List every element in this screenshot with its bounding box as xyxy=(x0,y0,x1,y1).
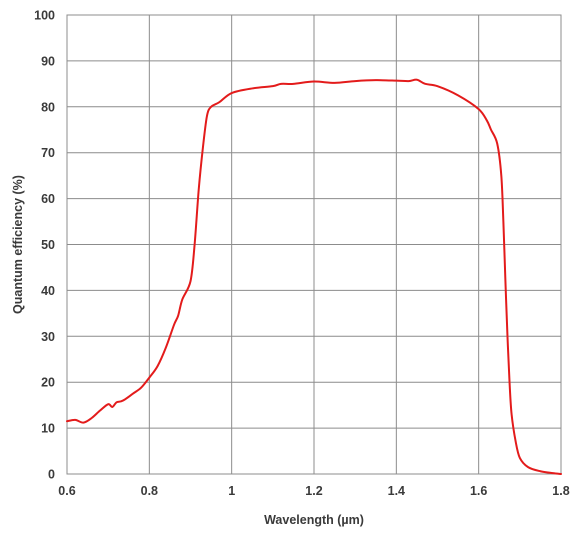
y-tick-label: 20 xyxy=(41,376,55,390)
x-tick-label: 1 xyxy=(228,484,235,498)
grid-layer xyxy=(66,14,562,475)
y-tick-labels: 0 10 20 30 40 50 60 70 80 90 100 xyxy=(34,9,55,482)
x-tick-label: 1.8 xyxy=(552,484,569,498)
plot-frame xyxy=(66,14,562,475)
y-tick-label: 90 xyxy=(41,54,55,68)
y-axis-title: Quantum efficiency (%) xyxy=(11,175,25,314)
x-axis-title: Wavelength (µm) xyxy=(264,513,364,527)
y-tick-label: 30 xyxy=(41,330,55,344)
x-tick-label: 1.2 xyxy=(305,484,322,498)
x-tick-label: 0.8 xyxy=(141,484,158,498)
x-tick-label: 1.4 xyxy=(388,484,405,498)
y-tick-label: 10 xyxy=(41,422,55,436)
y-tick-label: 60 xyxy=(41,192,55,206)
y-tick-label: 0 xyxy=(48,468,55,482)
y-tick-label: 70 xyxy=(41,146,55,160)
quantum-efficiency-line xyxy=(66,78,562,475)
y-tick-label: 80 xyxy=(41,100,55,114)
x-tick-labels: 0.6 0.8 1 1.2 1.4 1.6 1.8 xyxy=(58,484,569,498)
y-tick-label: 100 xyxy=(34,9,55,23)
y-tick-label: 40 xyxy=(41,284,55,298)
series-layer xyxy=(66,78,562,475)
y-tick-label: 50 xyxy=(41,238,55,252)
x-tick-label: 1.6 xyxy=(470,484,487,498)
x-tick-label: 0.6 xyxy=(58,484,75,498)
